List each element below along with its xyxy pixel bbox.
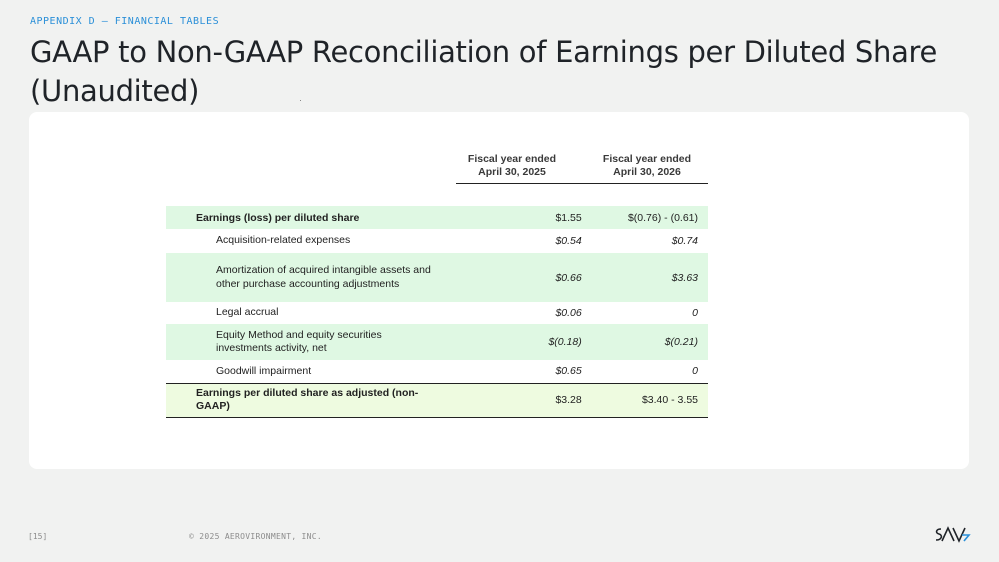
table-row: Goodwill impairment $0.65 0 <box>166 360 708 383</box>
value-fy2026: $(0.76) - (0.61) <box>627 211 698 224</box>
page-title: GAAP to Non-GAAP Reconciliation of Earni… <box>30 35 938 108</box>
value-fy2026: 0 <box>692 307 698 319</box>
value-fy2026: $3.40 - 3.55 <box>591 382 708 418</box>
table-row: Equity Method and equity securities inve… <box>166 324 708 360</box>
copyright-text: © 2025 AEROVIRONMENT, INC. <box>189 532 323 541</box>
column-header-line2: April 30, 2025 <box>478 166 546 178</box>
reconciliation-table: Earnings (loss) per diluted share $1.55 … <box>166 206 708 418</box>
column-header-line1: Fiscal year ended <box>602 153 692 165</box>
av-logo-icon <box>935 526 971 543</box>
value-fy2026: $(0.21) <box>664 336 698 348</box>
column-header-fy2026: Fiscal year ended April 30, 2026 <box>587 153 707 179</box>
value-fy2025: $(0.18) <box>548 336 582 348</box>
value-fy2025: $0.66 <box>555 271 582 284</box>
row-label: Earnings per diluted share as adjusted (… <box>166 382 474 418</box>
row-label: Goodwill impairment <box>216 364 312 377</box>
row-label: Legal accrual <box>216 306 279 319</box>
table-row: Acquisition-related expenses $0.54 $0.74 <box>166 229 708 253</box>
column-header-line2: April 30, 2026 <box>613 166 681 178</box>
row-label: Amortization of acquired intangible asse… <box>216 264 431 290</box>
column-header-line1: Fiscal year ended <box>467 153 557 165</box>
table-row: Earnings (loss) per diluted share $1.55 … <box>166 206 708 229</box>
column-header-fy2025: Fiscal year ended April 30, 2025 <box>452 153 572 179</box>
header-rule <box>456 183 708 184</box>
table-row: Amortization of acquired intangible asse… <box>166 253 708 302</box>
eyebrow-label: APPENDIX D – FINANCIAL TABLES <box>30 16 220 27</box>
stray-dot <box>300 100 301 101</box>
row-label: Acquisition-related expenses <box>216 234 351 247</box>
row-label: Earnings (loss) per diluted share <box>196 211 360 224</box>
table-row: Legal accrual $0.06 0 <box>166 302 708 324</box>
value-fy2026: 0 <box>692 365 698 378</box>
value-fy2025: $1.55 <box>555 211 582 224</box>
value-fy2026: $3.63 <box>671 271 698 284</box>
row-label: Equity Method and equity securities inve… <box>216 328 382 355</box>
value-fy2025: $3.28 <box>474 382 592 418</box>
value-fy2025: $0.54 <box>555 235 582 247</box>
table-row-total: Earnings per diluted share as adjusted (… <box>166 382 708 418</box>
table-card: Fiscal year ended April 30, 2025 Fiscal … <box>29 112 969 469</box>
value-fy2025: $0.06 <box>555 307 582 319</box>
value-fy2025: $0.65 <box>555 365 582 378</box>
value-fy2026: $0.74 <box>671 235 698 247</box>
page-number: [15] <box>28 532 48 541</box>
